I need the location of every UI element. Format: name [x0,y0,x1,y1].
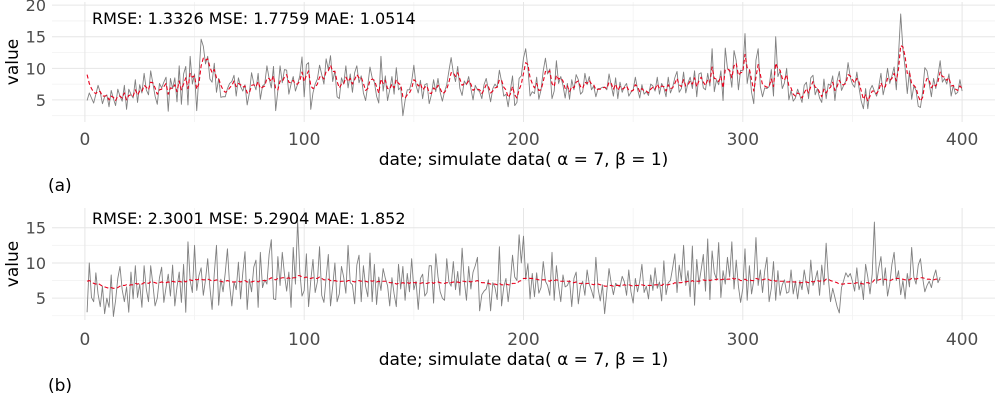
chart-panel-1: 0 100 200 300 400 5 10 15 20 RMSE: 1.3326 MSE: 1.… [3,0,995,196]
x-tick-label: 300 [727,130,759,150]
x-tick-label: 300 [727,330,759,350]
x-axis-title: date; simulate data( α = 7, β = 1) [379,150,669,170]
y-axis-title: value [3,39,23,85]
fitted-series-line [86,45,963,102]
metrics-text: RMSE: 1.3326 MSE: 1.7759 MAE: 1.0514 [92,9,416,28]
major-gridlines [52,208,995,320]
y-axis-title: value [3,241,23,287]
y-tick-label: 15 [26,219,46,238]
x-tick-label: 0 [79,130,90,150]
panel-tag: (b) [48,376,72,396]
y-tick-label: 5 [36,91,46,110]
x-tick-label: 400 [946,130,978,150]
x-tick-label: 100 [288,130,320,150]
y-tick-label: 5 [36,289,46,308]
y-tick-label: 20 [26,0,46,15]
chart-panel-2: 0 100 200 300 400 5 10 15 RMSE: 2.3001 MSE: 5.29… [3,208,995,396]
x-axis-title: date; simulate data( α = 7, β = 1) [379,350,669,370]
observed-series-line [86,219,941,317]
y-tick-label: 10 [26,254,46,273]
x-tick-label: 200 [507,330,539,350]
fitted-series-line [86,275,941,289]
observed-series-line [86,13,963,117]
x-tick-label: 200 [507,130,539,150]
y-tick-label: 15 [26,28,46,47]
major-gridlines [52,2,995,122]
metrics-text: RMSE: 2.3001 MSE: 5.2904 MAE: 1.852 [92,209,406,228]
x-tick-label: 400 [946,330,978,350]
x-tick-label: 0 [79,330,90,350]
x-tick-label: 100 [288,330,320,350]
y-tick-label: 10 [26,59,46,78]
panel-tag: (a) [48,176,72,196]
